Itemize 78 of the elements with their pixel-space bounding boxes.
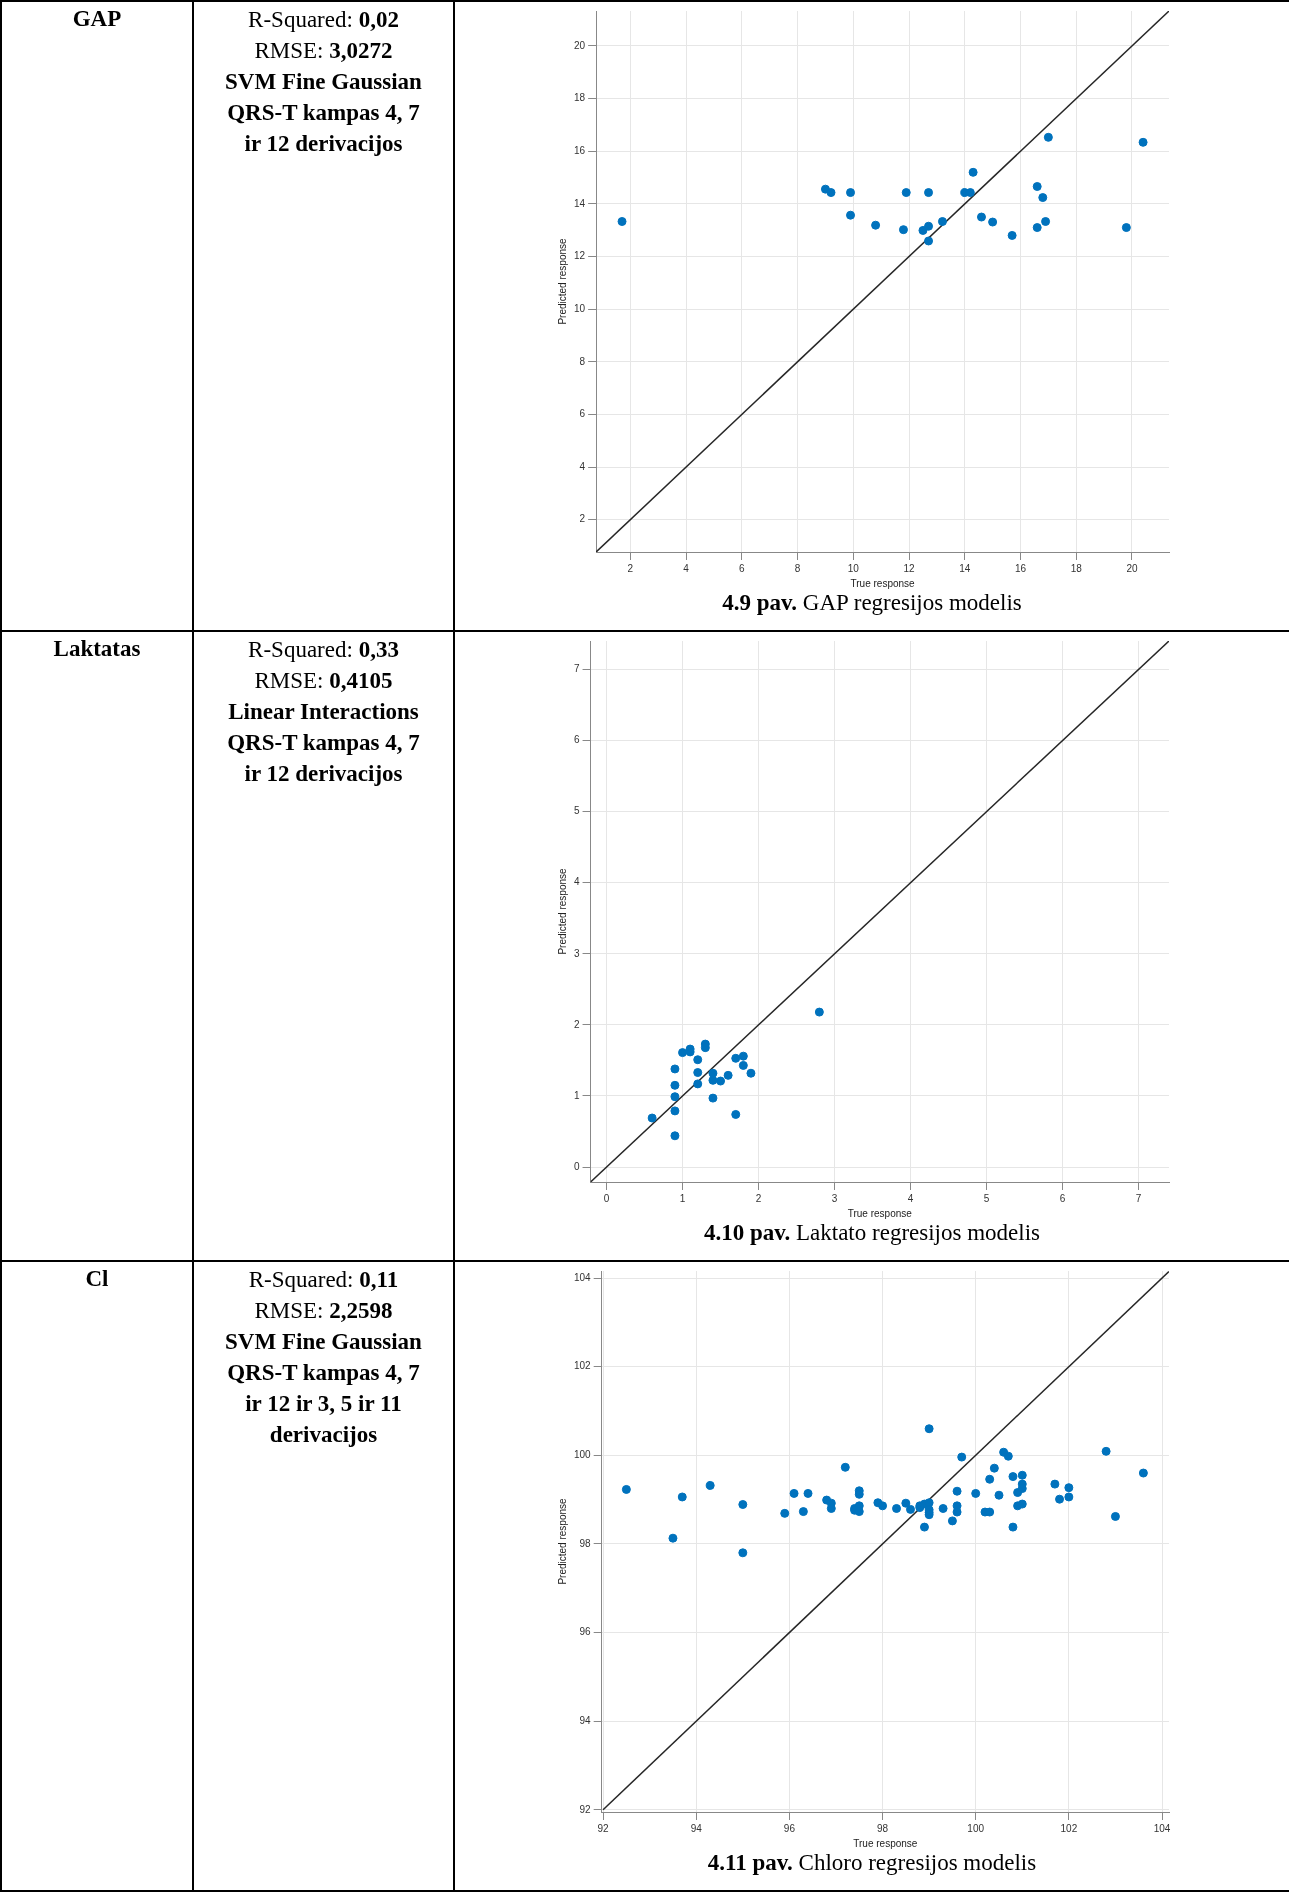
y-tick-label: 100 xyxy=(574,1449,592,1461)
y-tick-label: 102 xyxy=(574,1360,592,1372)
x-tick-label: 102 xyxy=(1060,1822,1078,1834)
text: Cl xyxy=(85,1266,109,1291)
x-tick-label: 94 xyxy=(690,1822,703,1834)
x-axis-title: True response xyxy=(847,1207,913,1219)
text: RMSE: 0,4105 xyxy=(254,668,393,693)
text: R-Squared: 0,02 xyxy=(248,7,399,32)
text: 4.9 pav. GAP regresijos modelis xyxy=(721,590,1023,616)
text: R-Squared: 0,33 xyxy=(248,637,399,662)
x-tick-label: 6 xyxy=(739,562,746,574)
x-axis-title: True response xyxy=(850,577,916,589)
y-tick-label: 16 xyxy=(574,145,586,156)
y-tick-label: 20 xyxy=(574,39,586,51)
text: ir 12 derivacijos xyxy=(243,760,404,788)
y-tick-label: 8 xyxy=(579,355,586,367)
x-tick-label: 5 xyxy=(983,1192,990,1204)
y-tick-label: 4 xyxy=(574,876,580,888)
x-tick-label: 4 xyxy=(683,562,690,574)
y-tick-label: 6 xyxy=(579,408,586,420)
x-tick-label: 104 xyxy=(1153,1822,1171,1834)
y-axis-title: Predicted response xyxy=(556,867,568,955)
text: RMSE: 3,0272 xyxy=(254,38,393,63)
y-tick-label: 92 xyxy=(579,1803,592,1815)
y-tick-label: 12 xyxy=(574,250,586,262)
x-tick-label: 10 xyxy=(847,562,860,574)
x-tick-label: 3 xyxy=(831,1192,838,1204)
y-tick-label: 10 xyxy=(574,302,586,314)
y-tick-label: 94 xyxy=(579,1714,592,1726)
text: 4.11 pav. Chloro regresijos modelis xyxy=(706,1850,1038,1876)
y-tick-label: 2 xyxy=(574,1018,580,1030)
y-tick-label: 2 xyxy=(579,513,586,525)
text: QRS-T kampas 4, 7 xyxy=(226,1359,421,1387)
x-tick-label: 12 xyxy=(903,562,916,574)
y-tick-label: 14 xyxy=(574,197,586,209)
x-tick-label: 2 xyxy=(755,1192,762,1204)
y-tick-label: 1 xyxy=(574,1089,580,1101)
text: QRS-T kampas 4, 7 xyxy=(226,729,421,757)
x-tick-label: 96 xyxy=(783,1822,796,1834)
text: Linear Interactions xyxy=(227,698,420,726)
x-tick-label: 7 xyxy=(1135,1192,1142,1204)
y-tick-label: 3 xyxy=(574,947,580,959)
y-tick-label: 0 xyxy=(574,1160,580,1172)
x-tick-label: 16 xyxy=(1014,562,1027,574)
y-axis-title: Predicted response xyxy=(556,1497,568,1585)
x-tick-label: 2 xyxy=(627,562,634,574)
text: SVM Fine Gaussian xyxy=(224,1328,423,1356)
y-tick-label: 96 xyxy=(579,1626,592,1638)
x-tick-label: 98 xyxy=(876,1822,889,1834)
text: R-Squared: 0,11 xyxy=(248,1267,399,1292)
y-axis-title: Predicted response xyxy=(556,237,568,325)
text: RMSE: 2,2598 xyxy=(254,1298,393,1323)
x-tick-label: 4 xyxy=(907,1192,914,1204)
x-tick-label: 18 xyxy=(1070,562,1083,574)
x-tick-label: 8 xyxy=(794,562,801,574)
x-axis-title: True response xyxy=(853,1837,918,1849)
y-tick-label: 18 xyxy=(574,92,586,104)
y-tick-label: 5 xyxy=(574,805,580,817)
text: ir 12 ir 3, 5 ir 11 xyxy=(244,1390,403,1418)
text: SVM Fine Gaussian xyxy=(224,68,423,96)
x-tick-label: 20 xyxy=(1126,562,1138,574)
text: GAP xyxy=(72,6,122,31)
x-tick-label: 0 xyxy=(603,1192,610,1204)
y-tick-label: 7 xyxy=(574,663,580,675)
text: derivacijos xyxy=(268,1421,379,1449)
x-tick-label: 100 xyxy=(967,1822,985,1834)
text: 4.10 pav. Laktato regresijos modelis xyxy=(703,1220,1041,1246)
y-tick-label: 6 xyxy=(574,734,580,746)
y-tick-label: 98 xyxy=(579,1537,592,1549)
y-tick-label: 4 xyxy=(579,460,586,472)
y-tick-label: 104 xyxy=(574,1271,592,1283)
text: Laktatas xyxy=(53,636,141,661)
x-tick-label: 14 xyxy=(959,562,971,574)
text: ir 12 derivacijos xyxy=(243,130,404,158)
x-tick-label: 1 xyxy=(679,1192,686,1204)
text: QRS-T kampas 4, 7 xyxy=(226,99,421,127)
x-tick-label: 92 xyxy=(597,1822,610,1834)
x-tick-label: 6 xyxy=(1059,1192,1066,1204)
